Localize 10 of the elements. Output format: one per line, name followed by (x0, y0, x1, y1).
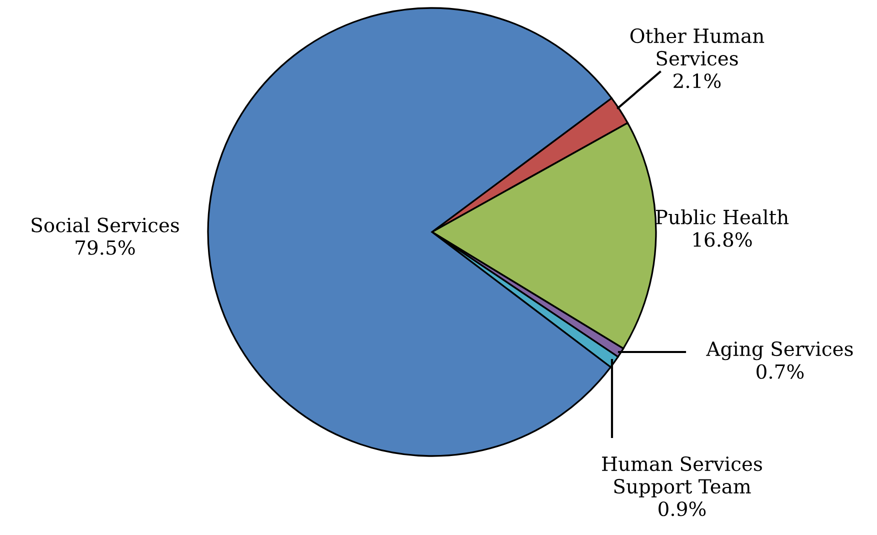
slice-label: Social Services (32, 217, 179, 232)
data-label: 79.5% (76, 240, 135, 255)
slice-label: Human Services Support Team (602, 456, 762, 498)
slice-label: Public Health (656, 209, 789, 224)
slice-label: Other Human Services (630, 28, 764, 66)
data-label: 0.7% (756, 364, 804, 379)
data-label: 16.8% (693, 232, 752, 247)
data-label: 0.9% (658, 501, 706, 516)
slice-label: Aging Services (706, 341, 853, 360)
data-label: 2.1% (674, 73, 721, 88)
